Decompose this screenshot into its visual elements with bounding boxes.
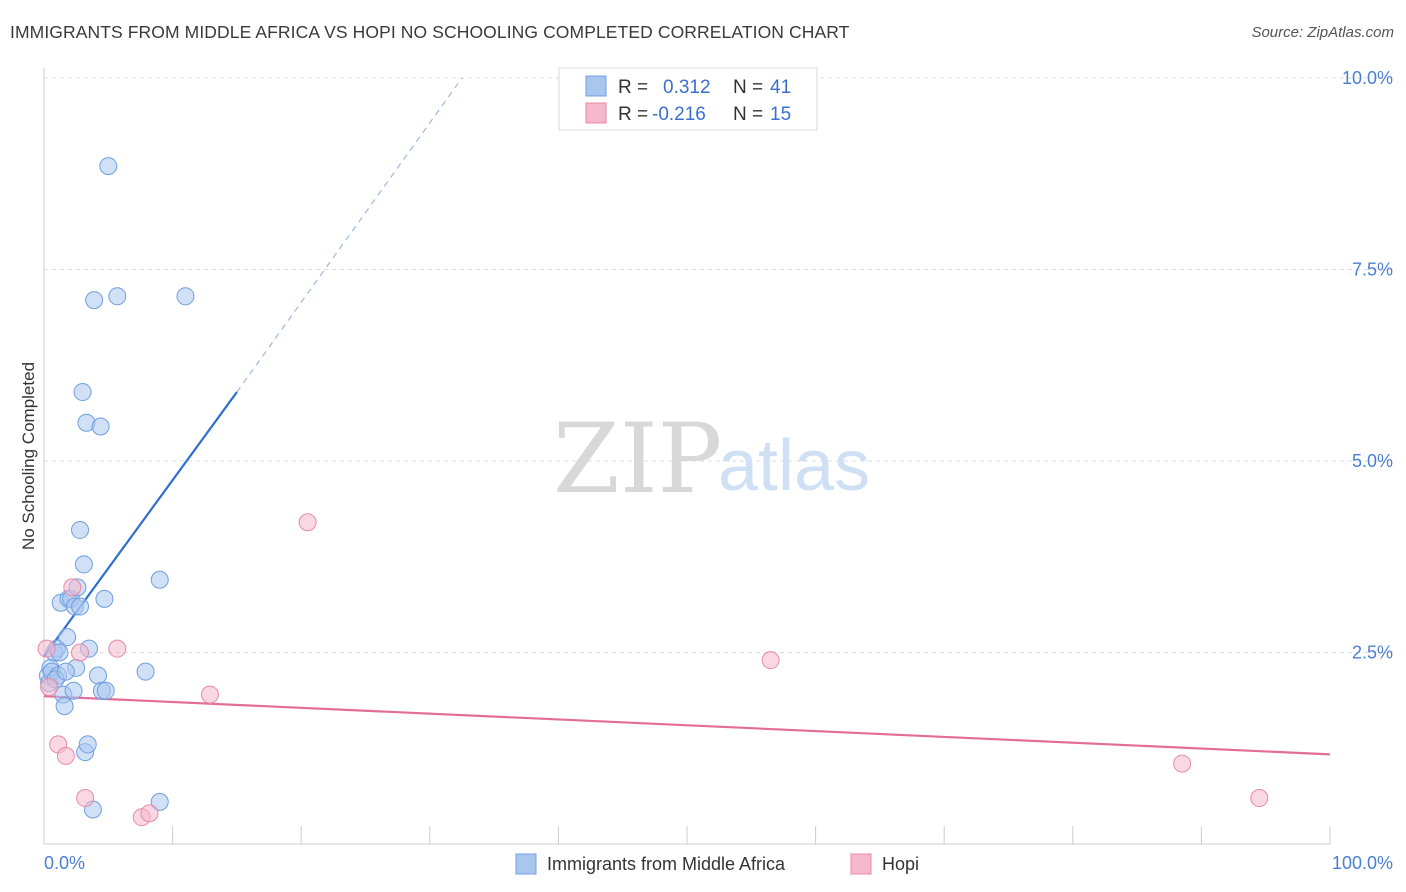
point-immigrants-24 bbox=[78, 735, 97, 754]
legend-r-label-1: R = bbox=[618, 104, 648, 125]
point-immigrants-20 bbox=[73, 383, 92, 402]
watermark-atlas: atlas bbox=[718, 426, 870, 506]
series-swatch-hopi bbox=[850, 853, 872, 875]
legend-swatch-pink bbox=[585, 102, 607, 124]
legend-r-label-0: R = bbox=[618, 77, 648, 98]
correlation-legend: R = 0.312 N = 41 R = -0.216 N = 15 bbox=[558, 67, 818, 131]
x-tick-labels: 0.0% 100.0% bbox=[44, 853, 1393, 873]
data-points bbox=[37, 157, 1269, 827]
series-swatch-immigrants bbox=[515, 853, 537, 875]
series-label-hopi: Hopi bbox=[882, 854, 919, 874]
point-hopi-13 bbox=[1173, 754, 1192, 773]
point-immigrants-10 bbox=[55, 697, 74, 716]
point-immigrants-19 bbox=[71, 520, 90, 539]
point-immigrants-18 bbox=[71, 597, 90, 616]
grid-lines bbox=[44, 77, 1392, 653]
point-hopi-7 bbox=[108, 639, 127, 658]
point-immigrants-35 bbox=[136, 662, 155, 681]
legend-r-value-1: -0.216 bbox=[652, 104, 706, 125]
point-hopi-11 bbox=[298, 513, 317, 532]
point-immigrants-14 bbox=[64, 681, 83, 700]
point-hopi-12 bbox=[761, 651, 780, 670]
legend-n-label-1: N = bbox=[733, 104, 763, 125]
point-hopi-9 bbox=[140, 804, 159, 823]
point-hopi-14 bbox=[1250, 789, 1269, 808]
point-hopi-10 bbox=[200, 685, 219, 704]
point-immigrants-31 bbox=[95, 589, 114, 608]
point-immigrants-27 bbox=[85, 291, 104, 310]
trend-line-immigrants-extension bbox=[236, 77, 463, 393]
point-immigrants-29 bbox=[91, 417, 110, 436]
point-immigrants-38 bbox=[176, 287, 195, 306]
point-immigrants-21 bbox=[74, 555, 93, 574]
y-tick-labels: 2.5% 5.0% 7.5% 10.0% bbox=[1342, 68, 1393, 663]
y-tick-label-1: 5.0% bbox=[1352, 451, 1393, 471]
trend-line-hopi bbox=[43, 695, 1331, 756]
point-hopi-1 bbox=[40, 677, 59, 696]
point-immigrants-11 bbox=[58, 628, 77, 647]
point-immigrants-28 bbox=[89, 666, 108, 685]
point-immigrants-40 bbox=[56, 662, 75, 681]
y-tick-label-0: 2.5% bbox=[1352, 643, 1393, 663]
series-legend: Immigrants from Middle Africa Hopi bbox=[515, 853, 919, 875]
point-immigrants-32 bbox=[96, 681, 115, 700]
trend-line-immigrants bbox=[43, 391, 238, 657]
point-immigrants-33 bbox=[99, 157, 118, 176]
point-hopi-5 bbox=[71, 643, 90, 662]
legend-n-value-1: 15 bbox=[770, 104, 791, 125]
chart-title: IMMIGRANTS FROM MIDDLE AFRICA VS HOPI NO… bbox=[10, 22, 850, 42]
point-immigrants-34 bbox=[108, 287, 127, 306]
x-tick-label-1: 100.0% bbox=[1332, 853, 1393, 873]
legend-swatch-blue bbox=[585, 75, 607, 97]
y-tick-label-2: 7.5% bbox=[1352, 260, 1393, 280]
y-axis-label: No Schooling Completed bbox=[19, 362, 38, 550]
point-hopi-0 bbox=[37, 639, 56, 658]
legend-n-label-0: N = bbox=[733, 77, 763, 98]
point-hopi-4 bbox=[63, 578, 82, 597]
watermark-zip: ZIP bbox=[553, 403, 722, 515]
source-label: Source: ZipAtlas.com bbox=[1251, 24, 1394, 41]
watermark: ZIP atlas bbox=[553, 403, 870, 515]
point-hopi-6 bbox=[76, 789, 95, 808]
series-label-immigrants: Immigrants from Middle Africa bbox=[547, 854, 786, 874]
legend-r-value-0: 0.312 bbox=[663, 77, 711, 98]
point-hopi-3 bbox=[56, 746, 75, 765]
legend-n-value-0: 41 bbox=[770, 77, 791, 98]
point-immigrants-36 bbox=[150, 570, 169, 589]
x-tick-label-0: 0.0% bbox=[44, 853, 85, 873]
point-immigrants-37 bbox=[150, 792, 169, 811]
axes bbox=[43, 68, 1331, 845]
y-tick-label-3: 10.0% bbox=[1342, 68, 1393, 88]
